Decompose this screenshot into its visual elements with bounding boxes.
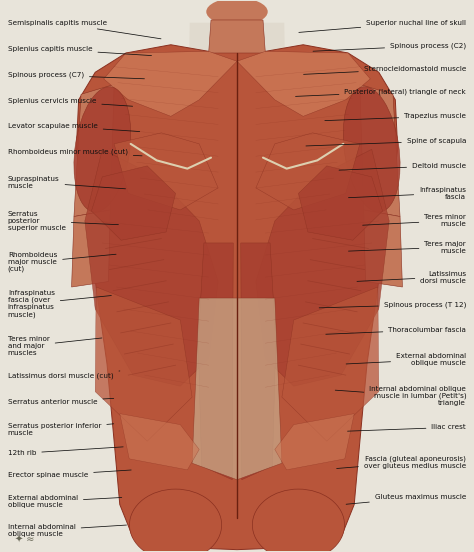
Text: Spine of scapula: Spine of scapula [306, 138, 466, 146]
Polygon shape [104, 51, 237, 116]
Text: Serratus posterior inferior
muscle: Serratus posterior inferior muscle [8, 423, 114, 436]
Polygon shape [72, 210, 110, 287]
Polygon shape [76, 45, 398, 550]
Text: Trapezius muscle: Trapezius muscle [325, 113, 466, 121]
Polygon shape [256, 133, 360, 210]
Text: Fascia (gluteal aponeurosis)
over gluteus medius muscle: Fascia (gluteal aponeurosis) over gluteu… [337, 455, 466, 469]
Polygon shape [299, 166, 383, 240]
Polygon shape [364, 210, 402, 287]
Text: Spinous process (C7): Spinous process (C7) [8, 72, 145, 79]
Polygon shape [198, 243, 233, 480]
Text: Splenius cervicis muscle: Splenius cervicis muscle [8, 98, 133, 106]
Text: Sternocleidomastoid muscle: Sternocleidomastoid muscle [303, 66, 466, 75]
Polygon shape [74, 84, 114, 216]
Text: Serratus
posterior
superior muscle: Serratus posterior superior muscle [8, 211, 118, 231]
Ellipse shape [74, 87, 131, 212]
Text: Spinous process (C2): Spinous process (C2) [313, 43, 466, 51]
Polygon shape [95, 287, 192, 441]
Text: Teres minor
muscle: Teres minor muscle [363, 214, 466, 227]
Text: Teres minor
and major
muscles: Teres minor and major muscles [8, 336, 102, 356]
Polygon shape [256, 150, 389, 386]
Text: 12th rib: 12th rib [8, 447, 123, 457]
Ellipse shape [252, 489, 345, 552]
Ellipse shape [129, 489, 222, 552]
Polygon shape [237, 51, 370, 116]
Text: Posterior (lateral) triangle of neck: Posterior (lateral) triangle of neck [296, 88, 466, 97]
Polygon shape [180, 23, 294, 540]
Ellipse shape [343, 87, 400, 212]
Text: Latissimus
dorsi muscle: Latissimus dorsi muscle [357, 270, 466, 284]
Text: Semispinalis capitis muscle: Semispinalis capitis muscle [8, 20, 161, 39]
Polygon shape [241, 243, 276, 480]
Text: Rhomboideus
major muscle
(cut): Rhomboideus major muscle (cut) [8, 252, 116, 273]
Text: Iliac crest: Iliac crest [347, 424, 466, 431]
Text: Infraspinatus
fascia: Infraspinatus fascia [348, 187, 466, 200]
Text: Superior nuchal line of skull: Superior nuchal line of skull [299, 20, 466, 33]
Polygon shape [91, 166, 175, 240]
Text: Deltoid muscle: Deltoid muscle [339, 163, 466, 170]
Text: External abdominal
oblique muscle: External abdominal oblique muscle [8, 495, 122, 508]
Text: Serratus anterior muscle: Serratus anterior muscle [8, 399, 114, 405]
Text: Spinous process (T 12): Spinous process (T 12) [319, 301, 466, 308]
Polygon shape [85, 150, 218, 386]
Text: Splenius capitis muscle: Splenius capitis muscle [8, 46, 152, 56]
Polygon shape [282, 287, 379, 441]
Polygon shape [120, 413, 199, 470]
Polygon shape [209, 20, 265, 53]
Text: Erector spinae muscle: Erector spinae muscle [8, 470, 131, 479]
Text: Gluteus maximus muscle: Gluteus maximus muscle [346, 495, 466, 504]
Text: Rhomboideus minor muscle (cut): Rhomboideus minor muscle (cut) [8, 149, 142, 156]
Text: ✦ ≈: ✦ ≈ [15, 535, 34, 545]
Polygon shape [114, 133, 218, 210]
Text: Internal abdominal oblique
muscle in lumbar (Petit's)
triangle: Internal abdominal oblique muscle in lum… [335, 386, 466, 406]
Text: Internal abdominal
oblique muscle: Internal abdominal oblique muscle [8, 524, 127, 537]
Text: Thoracolumbar fascia: Thoracolumbar fascia [326, 327, 466, 335]
Text: Teres major
muscle: Teres major muscle [348, 241, 466, 254]
Polygon shape [275, 413, 354, 470]
Polygon shape [192, 298, 282, 480]
Text: External abdominal
oblique muscle: External abdominal oblique muscle [346, 353, 466, 366]
Text: Infraspinatus
fascia (over
infraspinatus
muscle): Infraspinatus fascia (over infraspinatus… [8, 290, 111, 317]
Ellipse shape [206, 0, 268, 25]
Text: Latissimus dorsi muscle (cut): Latissimus dorsi muscle (cut) [8, 371, 120, 379]
Polygon shape [360, 84, 400, 216]
Text: Levator scapulae muscle: Levator scapulae muscle [8, 123, 140, 131]
Text: Supraspinatus
muscle: Supraspinatus muscle [8, 176, 126, 189]
